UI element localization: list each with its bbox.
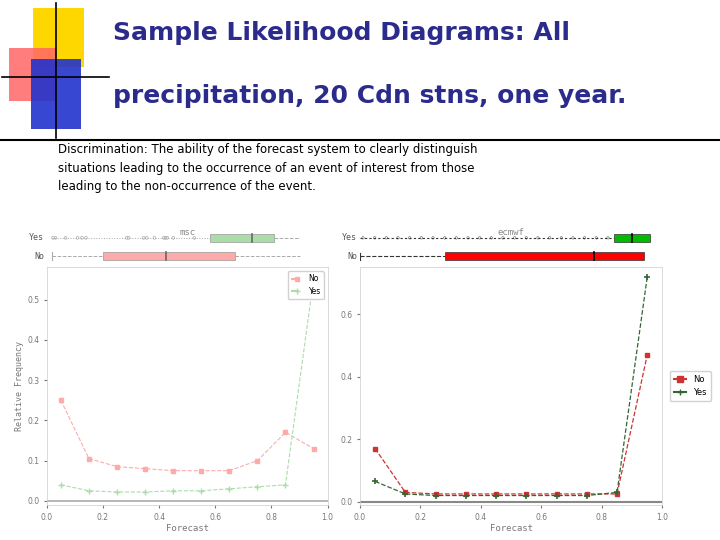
Bar — [103, 252, 235, 260]
Point — [189, 233, 200, 242]
Point — [427, 233, 438, 242]
Point — [415, 233, 427, 242]
Point — [160, 233, 171, 242]
Legend: No, Yes: No, Yes — [288, 271, 324, 299]
Point — [168, 233, 179, 242]
Point — [474, 233, 485, 242]
Bar — [445, 252, 644, 260]
Bar — [210, 234, 274, 242]
Legend: No, Yes: No, Yes — [670, 371, 711, 401]
Point — [521, 233, 532, 242]
Text: precipitation, 20 Cdn stns, one year.: precipitation, 20 Cdn stns, one year. — [113, 84, 626, 108]
Point — [556, 233, 567, 242]
Point — [76, 233, 88, 242]
Point — [602, 233, 613, 242]
Text: Sample Likelihood Diagrams: All: Sample Likelihood Diagrams: All — [113, 21, 570, 45]
X-axis label: Forecast: Forecast — [166, 524, 209, 534]
Point — [462, 233, 474, 242]
Point — [381, 233, 392, 242]
Point — [141, 233, 153, 242]
Text: No: No — [347, 252, 357, 261]
Point — [161, 233, 173, 242]
Text: ecmwf: ecmwf — [498, 228, 525, 237]
Point — [72, 233, 84, 242]
Point — [50, 233, 61, 242]
Y-axis label: Relative Frequency: Relative Frequency — [15, 341, 24, 431]
Text: Yes: Yes — [29, 233, 44, 242]
Point — [60, 233, 71, 242]
Text: Discrimination: The ability of the forecast system to clearly distinguish
situat: Discrimination: The ability of the forec… — [58, 143, 477, 193]
Point — [121, 233, 132, 242]
Point — [392, 233, 404, 242]
Bar — [9, 48, 55, 101]
Point — [544, 233, 555, 242]
Point — [590, 233, 602, 242]
Point — [148, 233, 160, 242]
Point — [48, 233, 59, 242]
Point — [138, 233, 149, 242]
Point — [404, 233, 415, 242]
Point — [369, 233, 380, 242]
Point — [439, 233, 451, 242]
Text: Yes: Yes — [342, 233, 357, 242]
Point — [567, 233, 579, 242]
Point — [498, 233, 509, 242]
Point — [579, 233, 590, 242]
Bar — [31, 59, 81, 129]
Text: No: No — [34, 252, 44, 261]
Point — [80, 233, 91, 242]
Point — [509, 233, 521, 242]
Point — [532, 233, 544, 242]
Text: msc: msc — [179, 228, 195, 237]
Point — [485, 233, 497, 242]
X-axis label: Forecast: Forecast — [490, 524, 533, 534]
Point — [158, 233, 170, 242]
Point — [357, 233, 369, 242]
Point — [451, 233, 462, 242]
Point — [123, 233, 135, 242]
Bar — [614, 234, 650, 242]
Bar — [33, 9, 84, 68]
